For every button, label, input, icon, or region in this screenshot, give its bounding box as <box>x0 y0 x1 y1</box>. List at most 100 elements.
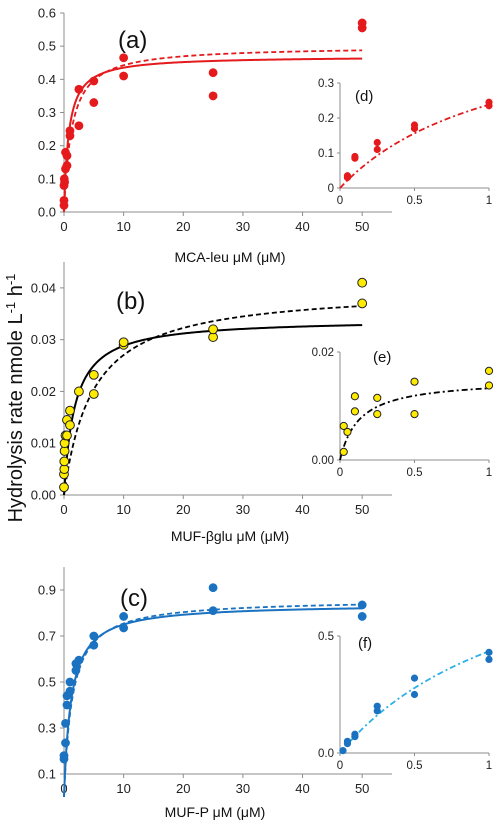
y-tick-label: 0.2 <box>38 138 56 153</box>
y-axis-label-sup1: -1 <box>3 302 18 314</box>
y-tick-label: 0.6 <box>38 6 56 21</box>
inset-data-point <box>350 392 359 401</box>
x-tick-label: 10 <box>116 502 130 517</box>
data-point <box>89 640 99 650</box>
x-tick-label: 30 <box>236 781 250 796</box>
data-point <box>62 700 72 710</box>
data-point <box>208 91 218 101</box>
inset-data-point <box>343 427 352 437</box>
data-point <box>74 121 84 131</box>
inset-fit-curve <box>339 103 490 189</box>
data-point <box>65 420 75 431</box>
y-tick-label: 0.4 <box>38 72 56 87</box>
x-tick-label: 40 <box>295 502 309 517</box>
x-tick-label: 40 <box>295 219 309 234</box>
y-axis-label-main: Hydrolysis rate nmole L <box>5 313 27 522</box>
data-point <box>88 369 99 380</box>
inset-data-point <box>373 393 382 402</box>
y-tick-label: 0.01 <box>31 436 56 451</box>
data-point <box>62 430 72 441</box>
data-point <box>65 405 75 416</box>
inset-panel-label: (d) <box>355 88 373 105</box>
panel-label: (c) <box>120 585 148 612</box>
data-point <box>59 482 69 493</box>
inset-panel-label: (f) <box>358 635 372 652</box>
y-tick-label: 0.1 <box>38 767 56 782</box>
inset-fit-curve <box>339 650 490 754</box>
data-point <box>208 583 218 593</box>
data-point <box>357 18 367 28</box>
inset-data-point <box>410 121 419 129</box>
data-point <box>119 53 129 63</box>
inset-x-tick-label: 0 <box>337 467 343 479</box>
data-point <box>119 623 129 633</box>
x-tick-label: 40 <box>295 781 309 796</box>
y-axis-label: Hydrolysis rate nmole L-1 h-1 <box>3 274 27 523</box>
x-tick-label: 10 <box>116 781 130 796</box>
panel-label: (a) <box>118 27 147 54</box>
inset-x-tick-label: 1 <box>486 760 492 772</box>
data-point <box>62 151 72 161</box>
y-axis-label-sup2: -1 <box>3 274 18 286</box>
x-axis-label: MUF-βglu μM (μM) <box>171 528 289 544</box>
y-tick-label: 0.1 <box>38 171 56 186</box>
inset-data-point <box>339 421 348 431</box>
y-tick-label: 0.9 <box>38 583 56 598</box>
y-axis-label-mid: h <box>5 285 27 302</box>
inset-data-point <box>351 152 359 161</box>
data-point <box>62 161 72 170</box>
x-tick-label: 20 <box>176 219 190 234</box>
inset-data-point <box>339 447 348 456</box>
inset-data-point <box>484 381 494 390</box>
fit-curve-dashed <box>63 603 363 798</box>
inset-data-point <box>343 737 352 745</box>
x-tick-label: 10 <box>116 219 130 234</box>
x-axis-label: MCA-leu μM (μM) <box>174 249 285 265</box>
inset-data-point <box>373 410 382 419</box>
inset-x-tick-label: 0.5 <box>407 467 423 479</box>
x-tick-label: 20 <box>176 781 190 796</box>
data-point <box>357 600 367 610</box>
data-point <box>119 71 129 81</box>
y-tick-label: 0.02 <box>31 384 56 399</box>
inset-data-point <box>350 407 359 416</box>
chart-panel-b: 0.000.010.020.030.040 10 20 30 40 50(b)MUF-βg… <box>31 262 494 544</box>
y-tick-label: 0.5 <box>38 39 56 54</box>
data-point <box>118 337 129 348</box>
inset-data-point <box>410 674 419 682</box>
inset-data-point <box>410 690 419 699</box>
inset-data-point <box>410 377 419 386</box>
x-tick-label: 30 <box>236 219 250 234</box>
inset-y-tick-label: 0.2 <box>318 113 334 125</box>
x-tick-label: 0 <box>60 502 67 517</box>
y-tick-label: 0.0 <box>38 205 56 220</box>
data-point <box>61 719 70 728</box>
inset-y-tick-label: 0.1 <box>318 148 334 160</box>
inset-panel-c: 0.0 0.5 0 0.5 1 (f) <box>318 631 493 772</box>
x-tick-label: 50 <box>355 219 369 234</box>
data-point <box>357 612 367 621</box>
inset-data-point <box>373 702 381 710</box>
data-point <box>74 386 84 397</box>
y-tick-label: 0.04 <box>31 280 56 295</box>
inset-x-tick-label: 0.5 <box>407 195 423 207</box>
inset-y-tick-label: 0.02 <box>312 347 334 359</box>
x-tick-label: 30 <box>236 502 250 517</box>
data-point <box>119 612 129 621</box>
inset-fit-curve <box>339 387 490 461</box>
data-point <box>59 456 70 467</box>
x-axis-label: MUF-P μM (μM) <box>165 804 266 820</box>
data-point <box>89 631 99 641</box>
data-point <box>65 677 75 687</box>
fit-curve-dashed <box>63 49 363 213</box>
inset-x-tick-label: 0 <box>337 760 343 772</box>
y-tick-label: 0.3 <box>38 105 56 120</box>
inset-data-point <box>410 410 419 419</box>
data-point <box>208 606 218 616</box>
y-tick-label: 0.5 <box>38 675 56 690</box>
x-tick-label: 0 <box>60 219 67 234</box>
data-point <box>74 655 84 665</box>
inset-x-tick-label: 0 <box>337 195 343 207</box>
inset-y-tick-label: 0 <box>328 183 334 195</box>
